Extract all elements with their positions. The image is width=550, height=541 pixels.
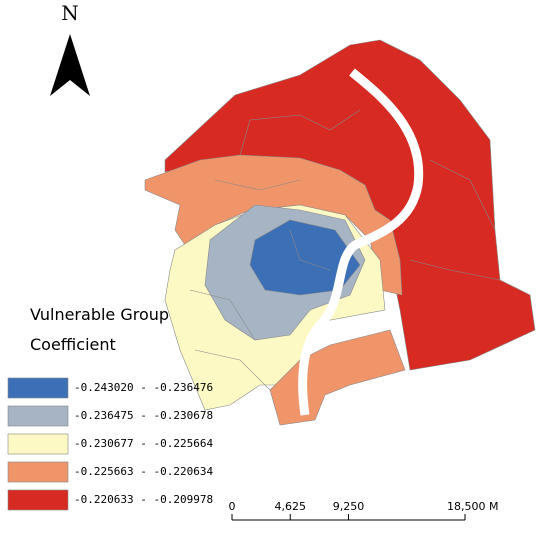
map-regions xyxy=(144,39,536,426)
district-line xyxy=(289,229,331,271)
scale-label: 18,500 M xyxy=(447,500,498,513)
district-line xyxy=(239,109,361,156)
scale-label: 4,625 xyxy=(275,500,307,513)
legend-swatch xyxy=(7,461,69,483)
legend-swatch xyxy=(7,489,69,511)
legend-swatch xyxy=(7,405,69,427)
legend-swatch xyxy=(7,433,69,455)
legend-label: -0.230677 - -0.225664 xyxy=(74,437,213,450)
legend: -0.243020 - -0.236476 -0.236475 - -0.2306… xyxy=(7,377,213,511)
district-line xyxy=(214,179,301,191)
scale-label: 9,250 xyxy=(333,500,365,513)
legend-label: -0.243020 - -0.236476 xyxy=(74,381,213,394)
district-line xyxy=(194,349,271,391)
north-arrow xyxy=(50,34,90,96)
scale-bar: 0 4,625 9,250 18,500 M xyxy=(229,500,498,521)
legend-title: Coefficient xyxy=(30,335,116,354)
district-line xyxy=(429,159,496,231)
river xyxy=(298,68,424,416)
district-line xyxy=(189,289,256,341)
legend-swatch xyxy=(7,377,69,399)
scale-label: 0 xyxy=(229,500,236,513)
district-lines xyxy=(189,109,501,391)
legend-label: -0.225663 - -0.220634 xyxy=(74,465,213,478)
legend-label: -0.236475 - -0.230678 xyxy=(74,409,213,422)
north-label: N xyxy=(61,1,79,25)
legend-title: Vulnerable Group xyxy=(30,305,169,324)
district-line xyxy=(409,259,501,281)
legend-label: -0.220633 - -0.209978 xyxy=(74,493,213,506)
